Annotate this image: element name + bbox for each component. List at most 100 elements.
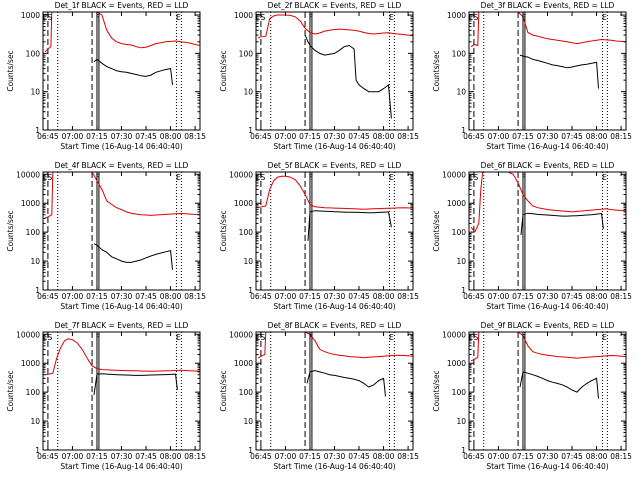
series-line-events: [307, 210, 392, 241]
y-tick-label: 1: [248, 126, 253, 135]
y-tick-label: 1000: [234, 11, 253, 20]
y-tick-label: 100: [26, 228, 41, 237]
x-axis-label: Start Time (16-Aug-14 06:40:40): [273, 302, 395, 311]
plot-frame: [468, 331, 627, 451]
y-tick-label: 10000: [16, 330, 40, 339]
x-tick-label: 07:00: [275, 452, 297, 461]
y-axis-label: Counts/sec: [219, 370, 228, 411]
y-tick-label: 10000: [229, 170, 253, 179]
event-marker: E: [43, 173, 48, 182]
x-tick-label: 06:45: [250, 292, 272, 301]
x-axis-label: Start Time (16-Aug-14 06:40:40): [60, 302, 182, 311]
series-line-events: [93, 243, 173, 270]
y-tick-label: 1000: [447, 11, 466, 20]
x-tick-label: 07:00: [488, 452, 510, 461]
y-tick-label: 1000: [234, 199, 253, 208]
event-marker: F: [522, 13, 526, 22]
x-tick-label: 07:15: [512, 452, 534, 461]
event-marker: E: [389, 333, 394, 342]
y-tick-label: 100: [452, 49, 467, 58]
plot-frame: [468, 11, 627, 131]
event-marker: E: [176, 173, 181, 182]
x-tick-label: 08:15: [610, 132, 632, 141]
series-line-lld: [470, 172, 626, 234]
y-tick-label: 10: [243, 88, 253, 97]
y-tick-label: 10: [456, 257, 466, 266]
event-marker: S: [473, 333, 478, 342]
series-line-lld: [470, 12, 626, 48]
event-marker: F: [309, 333, 313, 342]
x-tick-label: 07:30: [324, 132, 346, 141]
x-tick-label: 07:45: [561, 292, 583, 301]
y-tick-label: 10: [456, 417, 466, 426]
event-marker: E: [256, 333, 261, 342]
event-marker: E: [389, 173, 394, 182]
y-tick-label: 1000: [21, 199, 40, 208]
event-marker: E: [469, 333, 474, 342]
x-tick-label: 07:30: [537, 132, 559, 141]
series-line-events: [306, 370, 386, 397]
event-marker: S: [473, 173, 478, 182]
chart-title: Det_2f BLACK = Events, RED = LLD: [268, 1, 402, 10]
x-tick-label: 07:30: [324, 452, 346, 461]
y-tick-label: 100: [26, 49, 41, 58]
event-marker: S: [260, 173, 265, 182]
x-tick-label: 07:15: [512, 132, 534, 141]
series-line-events: [519, 371, 599, 399]
event-marker: E: [43, 13, 48, 22]
y-tick-label: 1: [35, 286, 40, 295]
y-tick-label: 100: [239, 388, 254, 397]
event-marker: F: [309, 13, 313, 22]
y-tick-label: 10: [30, 88, 40, 97]
y-axis-label: Counts/sec: [6, 50, 15, 91]
y-tick-label: 1000: [21, 11, 40, 20]
series-line-events: [93, 373, 178, 395]
y-tick-label: 10000: [229, 330, 253, 339]
y-tick-label: 1000: [447, 199, 466, 208]
y-tick-label: 100: [239, 228, 254, 237]
x-tick-label: 08:00: [373, 132, 395, 141]
series-line-lld: [257, 14, 413, 39]
x-tick-label: 07:45: [348, 452, 370, 461]
x-tick-label: 07:45: [561, 452, 583, 461]
x-tick-label: 08:00: [586, 292, 608, 301]
series-line-lld: [470, 332, 626, 362]
y-tick-label: 10000: [16, 170, 40, 179]
x-axis-label: Start Time (16-Aug-14 06:40:40): [486, 142, 608, 151]
x-tick-label: 07:30: [537, 452, 559, 461]
y-tick-label: 1: [461, 126, 466, 135]
y-tick-label: 10000: [442, 330, 466, 339]
series-line-events: [520, 212, 604, 235]
x-tick-label: 08:15: [397, 132, 419, 141]
x-tick-label: 08:00: [373, 292, 395, 301]
series-line-events: [519, 54, 599, 89]
x-tick-label: 07:00: [488, 292, 510, 301]
x-tick-label: 07:45: [561, 132, 583, 141]
plot-frame: [255, 171, 414, 291]
event-marker: E: [469, 173, 474, 182]
x-tick-label: 07:30: [111, 452, 133, 461]
x-tick-label: 07:00: [62, 292, 84, 301]
x-tick-label: 08:15: [184, 452, 206, 461]
x-tick-label: 07:00: [62, 132, 84, 141]
y-axis-label: Counts/sec: [6, 370, 15, 411]
y-tick-label: 10: [243, 257, 253, 266]
event-marker: S: [47, 13, 52, 22]
event-marker: F: [522, 173, 526, 182]
chart-title: Det_5f BLACK = Events, RED = LLD: [268, 161, 402, 170]
chart-title: Det_8f BLACK = Events, RED = LLD: [268, 321, 402, 330]
x-tick-label: 07:15: [86, 452, 108, 461]
event-marker: E: [389, 13, 394, 22]
event-marker: E: [43, 333, 48, 342]
y-tick-label: 1: [248, 446, 253, 455]
x-tick-label: 08:00: [160, 132, 182, 141]
x-tick-label: 06:45: [463, 132, 485, 141]
event-marker: S: [473, 13, 478, 22]
event-marker: E: [602, 13, 607, 22]
y-tick-label: 100: [239, 49, 254, 58]
x-axis-label: Start Time (16-Aug-14 06:40:40): [60, 142, 182, 151]
